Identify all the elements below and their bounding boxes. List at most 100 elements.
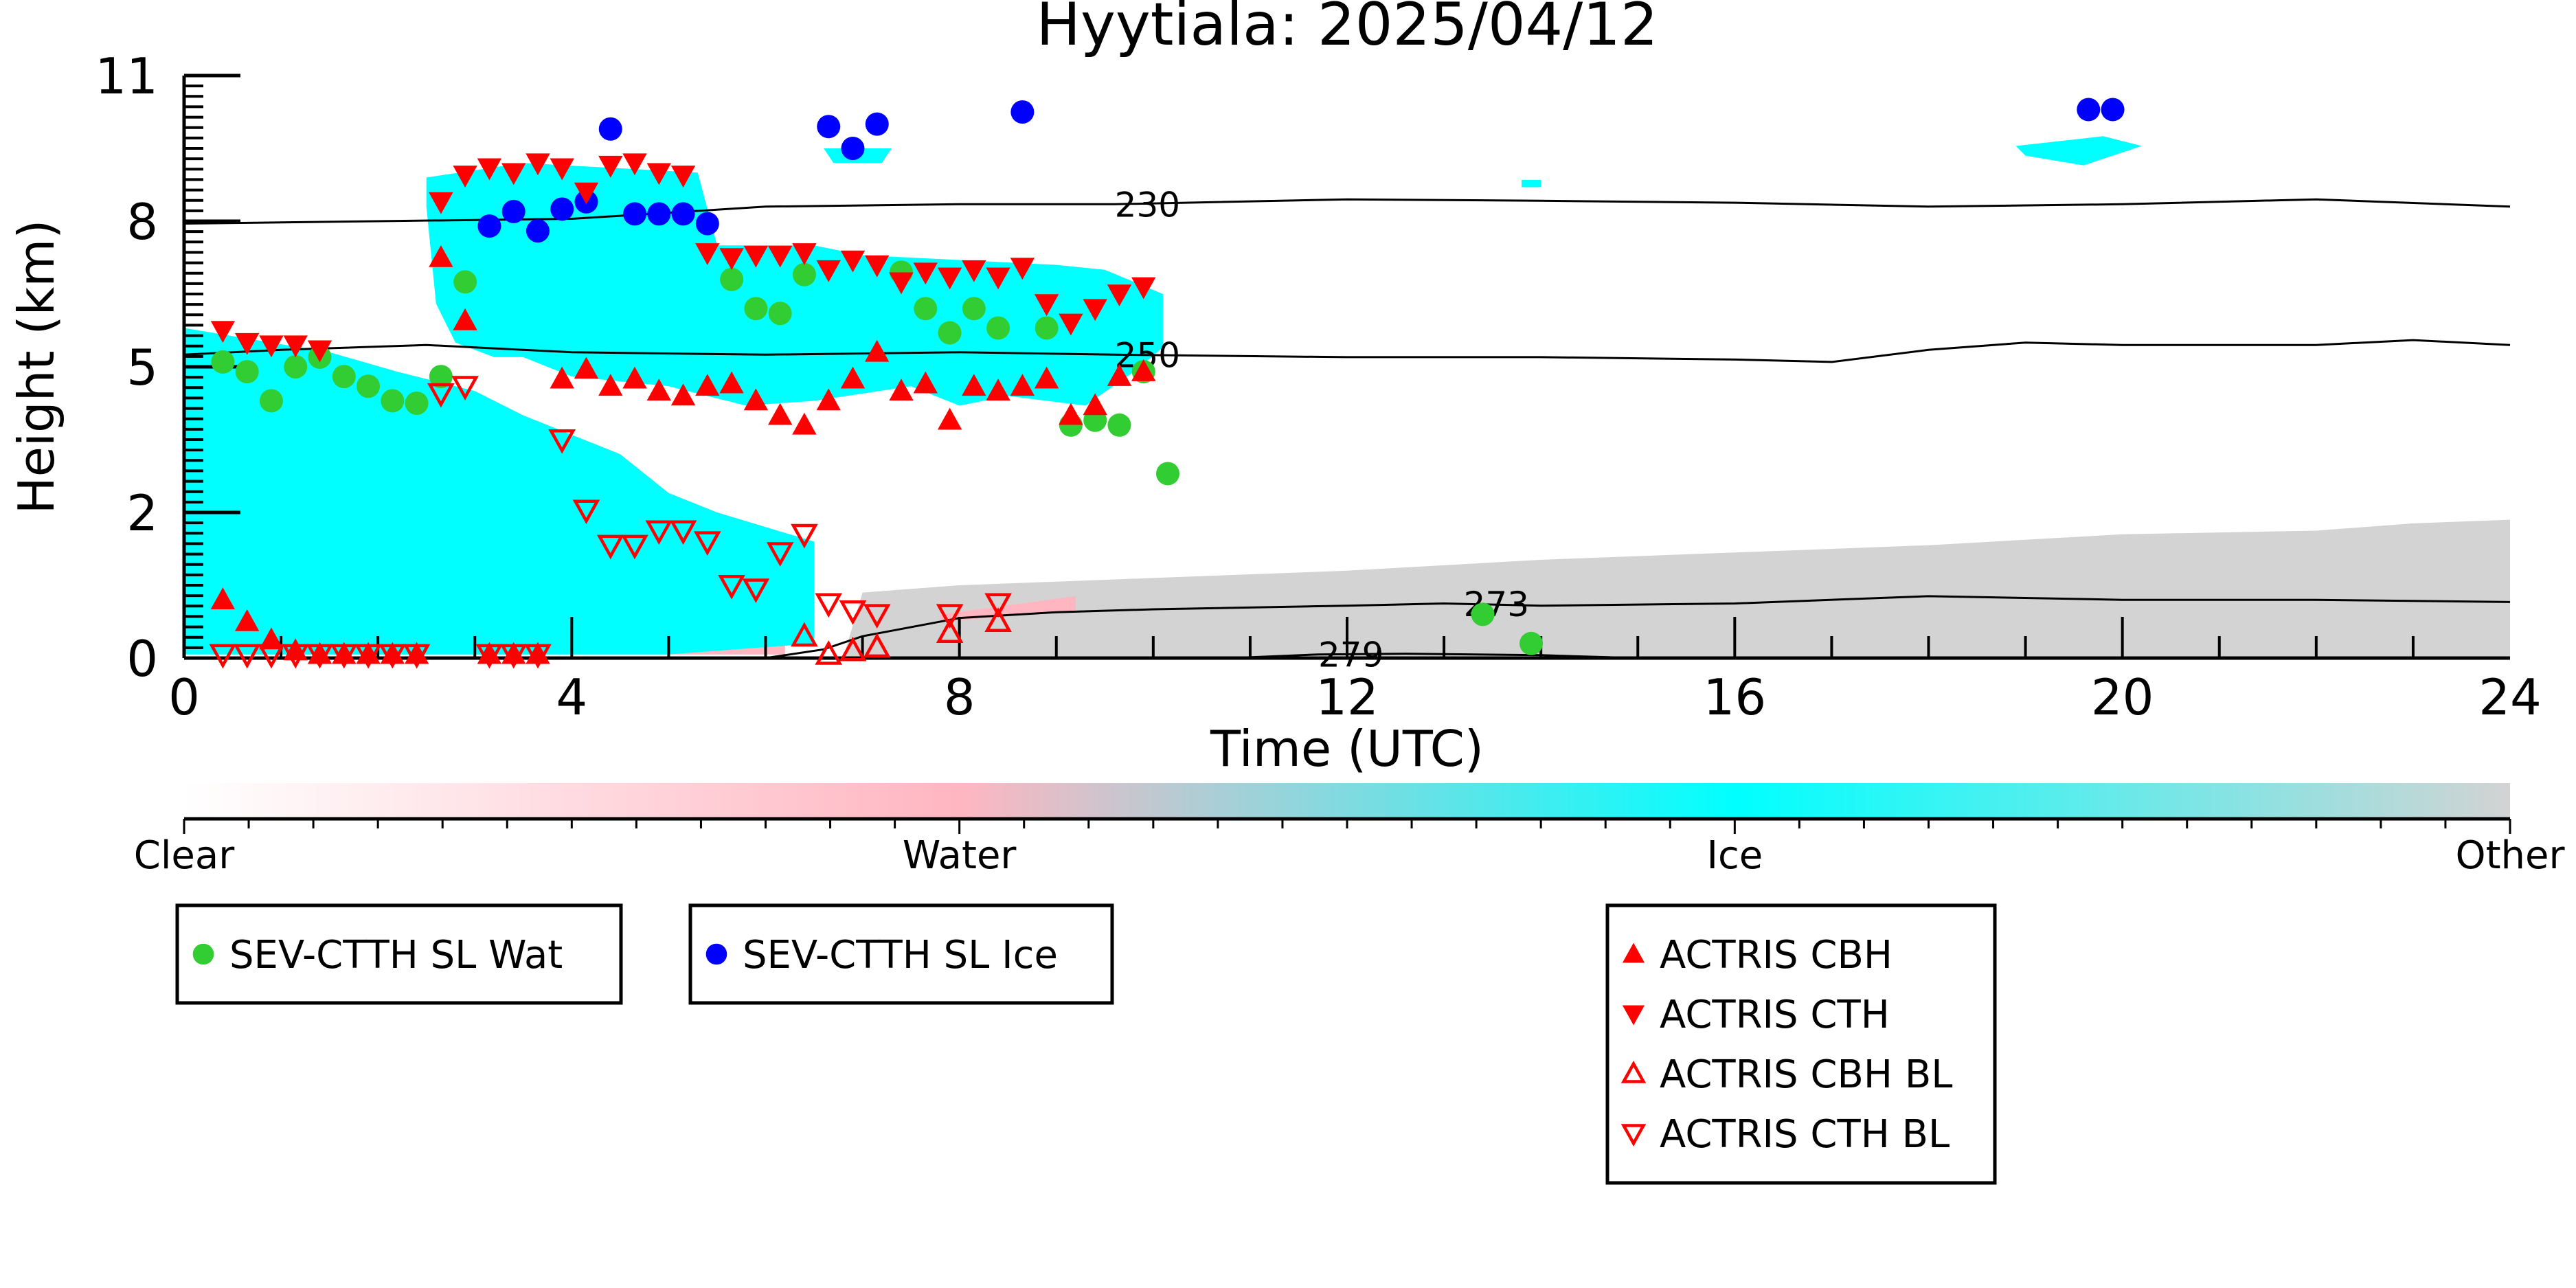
legend-box-1: SEV-CTTH SL Ice: [688, 903, 1114, 1005]
chart-title: Hyytiala: 2025/04/12: [1036, 0, 1658, 59]
legend-marker: [192, 943, 214, 965]
actris-cth-point: [453, 166, 477, 188]
y-tick-label: 5: [126, 339, 158, 396]
sev-ctth-sl-ice-point: [841, 137, 865, 160]
actris-cth-point: [695, 243, 720, 265]
sev-ctth-sl-wat-point: [332, 365, 356, 389]
isotherm-label-230: 230: [1115, 185, 1180, 225]
legend-marker: [1622, 942, 1645, 963]
actris-cth-bl-point: [330, 644, 358, 669]
actris-cth-point: [1059, 313, 1083, 336]
actris-cth-point: [792, 243, 817, 265]
actris-cth-bl-point: [839, 600, 867, 625]
sev-ctth-sl-wat-point: [962, 297, 986, 321]
actris-cbh-point: [986, 379, 1010, 401]
actris-cbh-point: [429, 245, 453, 267]
actris-cth-point: [1010, 258, 1035, 280]
legends: SEV-CTTH SL Wat SEV-CTTH SL Ice ACTRIS CBH…: [175, 903, 1997, 1185]
y-axis-label: Height (km): [8, 220, 65, 515]
actris-cth-bl-point: [258, 644, 285, 669]
actris-cth-bl-point: [282, 644, 310, 669]
actris-cth-point: [1083, 299, 1107, 321]
actris-cth-point: [937, 267, 962, 290]
actris-cbh-point: [1107, 364, 1132, 386]
actris-cbh-point: [743, 388, 769, 411]
sev-ctth-sl-ice-point: [817, 115, 841, 139]
actris-cth-bl-point: [548, 429, 576, 454]
sev-ctth-sl-ice-point: [647, 202, 671, 226]
actris-cth-bl-point: [306, 644, 334, 669]
actris-cbh-point: [840, 366, 866, 389]
actris-cth-point: [1131, 277, 1156, 300]
actris-cbh-point: [670, 383, 696, 406]
actris-cbh-point: [574, 357, 599, 379]
actris-cth-bl-point: [984, 593, 1012, 618]
isotherm-line-250: [183, 339, 2511, 363]
sev-ctth-sl-wat-point: [284, 355, 308, 379]
x-tick-label: 24: [2478, 668, 2542, 726]
actris-cbh-point: [816, 388, 841, 411]
x-axis-label: Time (UTC): [1210, 720, 1484, 778]
actris-cbh-point: [792, 412, 817, 435]
x-tick-label: 20: [2091, 668, 2154, 726]
legend-entry-label: SEV-CTTH SL Ice: [743, 933, 1058, 978]
sev-ctth-sl-wat-point: [453, 270, 477, 294]
actris-cth-point: [719, 248, 744, 271]
y-tick-label: 0: [126, 630, 158, 688]
actris-cbh-point: [1083, 393, 1107, 416]
actris-cth-point: [1107, 284, 1132, 307]
actris-cth-point: [670, 166, 696, 188]
actris-cbh-bl-point: [984, 607, 1012, 633]
actris-cth-bl-point: [427, 383, 455, 408]
sev-ctth-sl-wat-point: [768, 302, 792, 326]
actris-cbh-point: [719, 371, 744, 394]
ice-region-1: [426, 163, 1163, 406]
actris-cth-point: [574, 182, 599, 205]
sev-ctth-sl-wat-point: [429, 365, 453, 389]
actris-cbh-point: [550, 366, 574, 389]
legend-box-2: ACTRIS CBH ACTRIS CTH ACTRIS CBH BL ACTRIS …: [1605, 903, 1997, 1185]
actris-cth-bl-point: [403, 644, 431, 669]
sev-ctth-sl-wat-point: [1471, 602, 1495, 626]
other-region-0: [843, 519, 2510, 658]
actris-cbh-point: [889, 379, 914, 401]
sev-ctth-sl-ice-point: [2077, 98, 2101, 122]
isotherm-line-273: [184, 595, 2511, 659]
colorbar-label-ice: Ice: [1706, 833, 1763, 878]
actris-cbh-bl-point: [863, 633, 891, 658]
legend-frame: [688, 903, 1114, 1005]
legend-entry-label: ACTRIS CTH: [1660, 993, 1890, 1037]
actris-cth-bl-point: [524, 644, 552, 669]
actris-cth-point: [768, 245, 793, 268]
actris-cth-point: [429, 192, 453, 214]
actris-cbh-point: [453, 308, 477, 330]
sev-ctth-sl-wat-point: [1035, 316, 1059, 340]
actris-cth-bl-point: [621, 534, 648, 560]
sev-ctth-sl-ice-point: [526, 219, 550, 243]
actris-cbh-bl-point: [839, 636, 867, 662]
water-region-1: [940, 596, 1076, 622]
actris-cth-point: [501, 163, 526, 185]
y-tick-label: 8: [126, 193, 158, 251]
isotherm-line-230: [183, 198, 2511, 225]
ice-region-3: [2015, 136, 2142, 166]
sev-ctth-sl-wat-point: [914, 297, 938, 321]
sev-ctth-sl-ice-point: [1010, 100, 1035, 124]
colorbar-label-other: Other: [2455, 833, 2565, 878]
sev-ctth-sl-ice-point: [501, 199, 526, 223]
actris-cth-point: [526, 153, 550, 176]
legend-entry-label: SEV-CTTH SL Wat: [229, 933, 563, 978]
actris-cth-point: [622, 153, 647, 176]
cloud-regions: [184, 136, 2510, 658]
isotherm-line-279: [1230, 653, 1638, 659]
actris-cbh-point: [1010, 374, 1035, 396]
colorbar-label-water: Water: [903, 833, 1017, 878]
actris-cth-bl-point: [233, 644, 261, 669]
actris-cth-point: [913, 262, 938, 285]
actris-cbh-bl-point: [936, 618, 964, 643]
sev-ctth-sl-wat-point: [986, 316, 1010, 340]
actris-cbh-point: [622, 366, 647, 389]
actris-cbh-point: [1034, 366, 1059, 389]
actris-cth-bl-point: [596, 534, 624, 560]
x-tick-label: 4: [556, 668, 587, 726]
